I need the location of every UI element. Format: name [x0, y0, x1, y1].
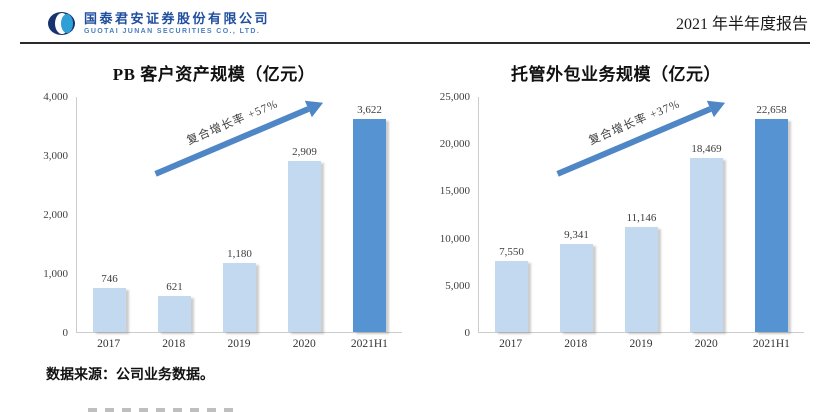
y-tick-label: 3,000: [43, 150, 68, 162]
x-tick-label: 2021H1: [350, 338, 388, 350]
plot-area: 复合增长率 +57% 746 621 1,180 2,909 3,622: [76, 94, 402, 333]
bar-value-label: 11,146: [626, 212, 657, 225]
chart-body: 0 1,000 2,000 3,000 4,000 复合增长率 +57% 746 621 1…: [26, 91, 402, 339]
x-tick-label: 2018: [564, 338, 588, 350]
x-tick-label: 2017: [97, 338, 121, 350]
y-tick-label: 10,000: [439, 232, 470, 245]
bar: [690, 158, 723, 332]
x-tick-label: 2020: [694, 338, 718, 350]
bar-slot: 2,909: [272, 97, 337, 332]
bar-value-label: 746: [101, 273, 118, 286]
company-name-block: 国泰君安证券股份有限公司 GUOTAI JUNAN SECURITIES CO.…: [84, 12, 270, 35]
x-tick-label: 2018: [162, 338, 186, 350]
bar-highlight: [755, 119, 788, 332]
bar-value-label: 18,469: [691, 143, 722, 156]
bar: [560, 244, 593, 332]
x-tick-label: 2019: [629, 338, 653, 350]
bar-value-label: 7,550: [499, 246, 524, 259]
y-axis: 0 5,000 10,000 15,000 20,000 25,000: [428, 91, 478, 339]
bar-highlight: [353, 119, 386, 332]
bar-value-label: 9,341: [564, 229, 589, 242]
bar: [158, 295, 191, 332]
chart-title: 托管外包业务规模（亿元）: [511, 65, 721, 84]
bars-container: 746 621 1,180 2,909 3,622: [77, 97, 402, 332]
company-brand: 国泰君安证券股份有限公司 GUOTAI JUNAN SECURITIES CO.…: [48, 12, 270, 35]
bar-value-label: 1,180: [227, 247, 252, 260]
company-name-en: GUOTAI JUNAN SECURITIES CO., LTD.: [84, 27, 261, 35]
chart-title: PB 客户资产规模（亿元）: [112, 65, 316, 84]
x-tick-label: 2017: [499, 338, 523, 350]
header-divider: [20, 42, 810, 44]
bar-value-label: 3,622: [357, 104, 382, 117]
bar: [223, 262, 256, 332]
bar: [495, 261, 528, 332]
x-tick-label: 2019: [227, 338, 251, 350]
y-tick-label: 4,000: [43, 91, 68, 103]
charts-row: PB 客户资产规模（亿元） 0 1,000 2,000 3,000 4,000 复合增长…: [0, 44, 830, 350]
bars-container: 7,550 9,341 11,146 18,469 22,658: [479, 97, 804, 332]
chart-pb-client-assets: PB 客户资产规模（亿元） 0 1,000 2,000 3,000 4,000 复合增长…: [26, 60, 402, 350]
bar-slot: 7,550: [479, 97, 544, 332]
bar-slot: 9,341: [544, 97, 609, 332]
bar: [625, 227, 658, 332]
y-tick-label: 15,000: [439, 185, 470, 198]
x-tick-label: 2020: [292, 338, 316, 350]
bar: [93, 288, 126, 332]
x-tick-label: 2021H1: [752, 338, 790, 350]
y-tick-label: 0: [62, 327, 69, 339]
company-name-cn: 国泰君安证券股份有限公司: [84, 11, 271, 26]
bar-slot: 22,658: [739, 97, 804, 332]
data-source-note: 数据来源：公司业务数据。: [46, 368, 214, 383]
y-tick-label: 1,000: [43, 268, 68, 280]
y-tick-label: 20,000: [439, 138, 470, 151]
bar: [288, 161, 321, 332]
bar-slot: 3,622: [337, 97, 402, 332]
company-logo-icon: [48, 12, 75, 35]
clipped-next-section-text: [88, 408, 234, 412]
plot-area: 复合增长率 +37% 7,550 9,341 11,146 18,469 22,658: [478, 94, 804, 333]
bar-value-label: 2,909: [292, 146, 317, 159]
bar-slot: 746: [77, 97, 142, 332]
y-tick-label: 0: [464, 327, 471, 339]
y-tick-label: 2,000: [43, 209, 68, 221]
bar-slot: 11,146: [609, 97, 674, 332]
page-header: 国泰君安证券股份有限公司 GUOTAI JUNAN SECURITIES CO.…: [0, 0, 830, 40]
y-tick-label: 5,000: [445, 279, 470, 292]
x-axis: 2017 2018 2019 2020 2021H1: [76, 333, 402, 350]
report-title: 2021 年半年度报告: [675, 16, 808, 33]
bar-value-label: 22,658: [756, 104, 787, 117]
y-tick-label: 25,000: [439, 91, 470, 103]
bar-slot: 1,180: [207, 97, 272, 332]
y-axis: 0 1,000 2,000 3,000 4,000: [26, 91, 76, 339]
bar-slot: 18,469: [674, 97, 739, 332]
logo-wave-shape: [61, 14, 73, 33]
bar-slot: 621: [142, 97, 207, 332]
x-axis: 2017 2018 2019 2020 2021H1: [478, 333, 804, 350]
chart-custody-outsourcing: 托管外包业务规模（亿元） 0 5,000 10,000 15,000 20,000 25,…: [428, 60, 804, 350]
bar-value-label: 621: [166, 280, 183, 293]
chart-body: 0 5,000 10,000 15,000 20,000 25,000 复合增长率 +37…: [428, 91, 804, 339]
